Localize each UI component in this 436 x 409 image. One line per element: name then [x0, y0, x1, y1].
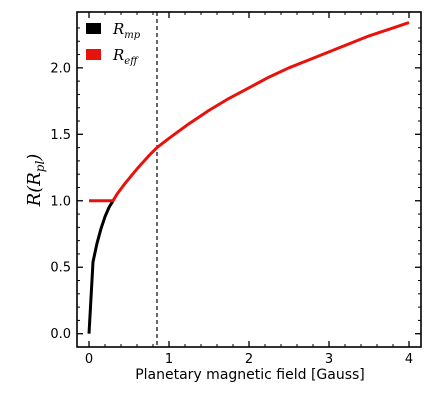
y-axis-title-close: ): [24, 154, 45, 162]
y-tick-label: 1.5: [50, 128, 71, 143]
x-tick-label: 4: [405, 352, 413, 367]
y-axis-title-main: R(R: [24, 172, 45, 207]
axes: 0 1 2 3 4 0.0 0.5 1.0 1.5 2.0: [50, 11, 422, 367]
legend-label-sub: eff: [124, 56, 139, 67]
legend-label-main: R: [112, 20, 124, 38]
y-axis-title: R(Rpl): [24, 154, 47, 208]
legend-swatch: [86, 49, 101, 60]
plot-frame: [76, 11, 422, 348]
x-tick-label: 0: [85, 352, 93, 367]
legend-label: Rmp: [112, 20, 141, 41]
y-tick-label: 1.0: [50, 194, 71, 209]
series-line-r-eff: [89, 21, 410, 203]
plot-area: [87, 12, 410, 347]
series-line-r-mp: [87, 200, 115, 334]
legend-label-main: R: [112, 46, 124, 64]
y-tick-label: 0.5: [50, 261, 71, 276]
y-tick-label: 0.0: [50, 327, 71, 342]
legend-label-sub: mp: [124, 30, 140, 41]
y-axis-title-sub: pl: [33, 161, 47, 173]
x-tick-label: 1: [165, 352, 173, 367]
x-tick-label: 3: [325, 352, 333, 367]
legend-swatch: [86, 23, 101, 34]
x-axis-title: Planetary magnetic field [Gauss]: [135, 367, 365, 383]
y-tick-label: 2.0: [50, 61, 71, 76]
legend-label: Reff: [112, 46, 139, 67]
x-tick-label: 2: [245, 352, 253, 367]
